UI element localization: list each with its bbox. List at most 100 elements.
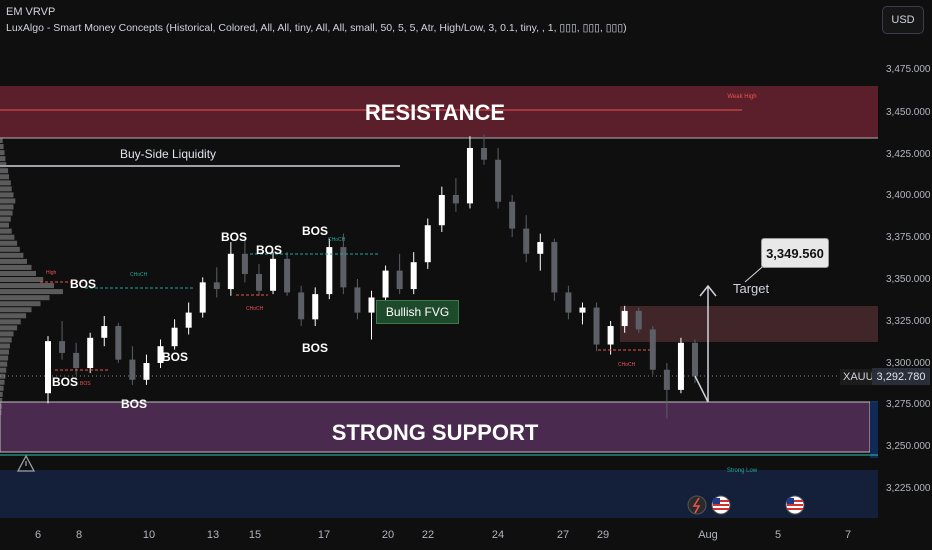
price-tick: 3,225.000 [886, 483, 931, 494]
buy-side-liquidity-label: Buy-Side Liquidity [120, 147, 216, 161]
candle-body [340, 247, 347, 288]
volume-profile-bar [0, 343, 10, 349]
bos-label: BOS [70, 277, 96, 291]
us-flag-icon[interactable] [785, 495, 805, 515]
candle-body [284, 258, 291, 293]
date-tick: 27 [557, 529, 569, 541]
volume-profile-bar [0, 325, 18, 331]
date-tick: 20 [382, 529, 394, 541]
price-axis[interactable]: 3,475.000 3,450.000 3,425.000 3,400.000 … [878, 0, 932, 550]
candle-body [396, 270, 403, 290]
volume-profile-bar [0, 156, 6, 162]
date-tick: 6 [35, 529, 41, 541]
candle-body [382, 270, 389, 298]
candle-body [298, 292, 305, 320]
candle-body [241, 253, 248, 274]
bos-label: BOS [52, 375, 78, 389]
candle-body [312, 294, 319, 320]
candle-body [692, 342, 698, 377]
date-axis[interactable]: 6 8 10 13 15 17 20 22 24 27 29 Aug 5 7 [0, 518, 878, 550]
candle-body [199, 282, 206, 313]
indicator-smc-label[interactable]: LuxAlgo - Smart Money Concepts (Historic… [6, 22, 627, 34]
price-tick: 3,350.000 [886, 274, 931, 285]
bos-label: BOS [256, 243, 282, 257]
choch-marker: CHoCH [618, 362, 636, 368]
volume-profile-bar [0, 289, 63, 295]
volume-profile-bar [0, 283, 54, 289]
high-marker: High [46, 270, 57, 276]
date-tick: 10 [143, 529, 155, 541]
volume-profile-bar [0, 222, 9, 228]
price-tick: 3,425.000 [886, 149, 931, 160]
volume-profile-bar [0, 174, 9, 180]
date-tick: Aug [698, 529, 718, 541]
candle-body [621, 310, 628, 327]
price-tick: 3,400.000 [886, 190, 931, 201]
volume-profile-bar [0, 379, 5, 385]
candle-body [495, 159, 502, 202]
candle-body [157, 346, 164, 363]
candle-body [424, 225, 431, 263]
support-edge-band [870, 402, 878, 458]
volume-profile-bar [0, 367, 7, 373]
volume-profile-bar [0, 240, 18, 246]
volume-profile-bar [0, 246, 20, 252]
weak-high-label: Weak High [727, 94, 756, 100]
date-tick: 7 [845, 529, 851, 541]
volume-profile-bar [0, 144, 4, 150]
supply-zone [620, 306, 878, 342]
candle-body [255, 273, 262, 291]
candles [45, 134, 698, 419]
volume-profile [0, 138, 63, 415]
volume-profile-bar [0, 397, 3, 403]
us-flag-icon[interactable] [711, 495, 731, 515]
target-price-box: 3,349.560 [761, 238, 829, 268]
currency-button[interactable]: USD [882, 6, 924, 34]
price-tick: 3,325.000 [886, 316, 931, 327]
volume-profile-bar [0, 138, 3, 144]
price-tick: 3,250.000 [886, 441, 931, 452]
volume-profile-bar [0, 150, 5, 156]
price-tick: 3,275.000 [886, 399, 931, 410]
indicator-vrvp-label[interactable]: EM VRVP [6, 6, 56, 18]
volume-profile-bar [0, 277, 44, 283]
strong-low-band [0, 470, 878, 518]
volume-profile-bar [0, 295, 50, 301]
candle-body [326, 247, 333, 295]
date-tick: 17 [318, 529, 330, 541]
bullish-fvg-label: Bullish FVG [376, 300, 459, 324]
price-tick: 3,450.000 [886, 107, 931, 118]
flash-event-icon[interactable] [687, 495, 707, 515]
candle-body [438, 195, 445, 226]
volume-profile-bar [0, 186, 12, 192]
candle-body [452, 195, 459, 204]
volume-profile-bar [0, 301, 41, 307]
volume-profile-bar [0, 349, 9, 355]
volume-profile-bar [0, 192, 14, 198]
candle-body [368, 297, 375, 313]
bos-marker: BOS [80, 381, 91, 387]
volume-profile-bar [0, 180, 11, 186]
candle-body [87, 337, 94, 369]
candle-body [129, 359, 136, 380]
candle-body [635, 310, 642, 330]
date-tick: 24 [492, 529, 504, 541]
candle-body [45, 341, 51, 394]
warning-icon[interactable] [16, 454, 36, 472]
bos-label: BOS [162, 350, 188, 364]
volume-profile-bar [0, 373, 6, 379]
candle-body [101, 326, 108, 338]
strong-support-zone [0, 401, 871, 453]
candle-body [677, 342, 684, 390]
date-tick: 5 [775, 529, 781, 541]
bos-label: BOS [221, 230, 247, 244]
volume-profile-bar [0, 337, 12, 343]
volume-profile-bar [0, 313, 27, 319]
candle-body [565, 292, 572, 313]
volume-profile-bar [0, 361, 8, 367]
target-label: Target [733, 281, 770, 296]
candle-body [607, 326, 614, 345]
volume-profile-bar [0, 385, 4, 391]
candle-body [410, 262, 417, 290]
